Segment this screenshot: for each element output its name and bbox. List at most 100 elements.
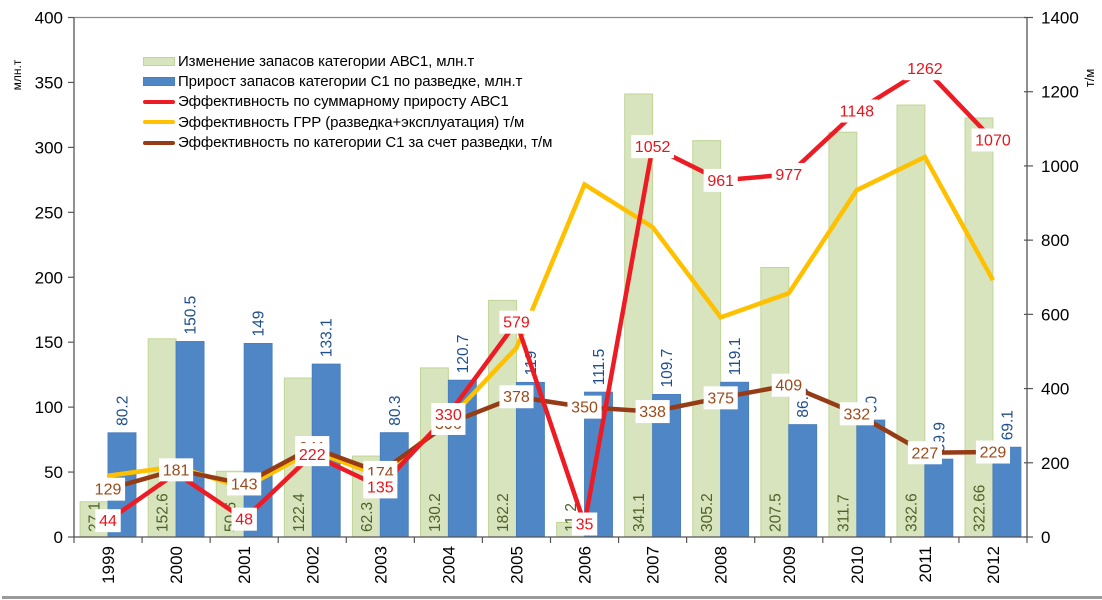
bar-abc1_change-2000 (147, 338, 177, 538)
bar-c1_growth-2009 (788, 424, 818, 538)
line-label-box-eff_total-2012 (971, 128, 1015, 152)
line-label-eff_total-2007: 1052 (635, 139, 671, 156)
line-label-box-eff_total-2010 (835, 99, 879, 123)
line-label-box-eff_total-2004 (431, 403, 466, 427)
x-axis-category-label: 2002 (303, 546, 322, 584)
legend: Изменение запасов категории АВС1, млн.т … (143, 51, 552, 153)
bar-label-abc1_change-2009: 207.5 (767, 493, 784, 532)
x-axis-category-label: 1999 (99, 546, 118, 584)
line-label-eff_total-2006: 35 (576, 517, 594, 534)
line-label-eff_c1-2000: 181 (163, 462, 190, 479)
bar-abc1_change-2008 (692, 140, 722, 538)
line-label-box-eff_total-2006 (571, 512, 598, 536)
bar-c1_growth-2011 (924, 458, 954, 538)
bar-label-abc1_change-2007: 341.1 (631, 493, 648, 532)
bar-label-c1_growth-2003: 80.3 (387, 396, 404, 426)
x-axis-category-label: 2012 (984, 546, 1003, 584)
line-label-box-eff_total-2005 (499, 310, 534, 334)
x-axis-category-label: 2001 (235, 546, 254, 584)
axes: 0 50 100 150 200 250 300 350 400 0 200 400 600 800 100… (10, 9, 1097, 584)
bar-label-abc1_change-2005: 182.2 (495, 493, 512, 532)
bar-abc1_change-2009 (760, 267, 790, 538)
page-bottom-rule (2, 596, 1102, 599)
line-label-eff_total-2008: 961 (707, 173, 734, 190)
line-label-eff_c1-2012: 229 (980, 445, 1007, 462)
bar-label-c1_growth-2008: 119.1 (727, 338, 744, 376)
line-label-eff_c1-1999: 129 (95, 482, 122, 499)
legend-item-abc1-change: Изменение запасов категории АВС1, млн.т (143, 51, 552, 71)
bar-label-abc1_change-2004: 130.2 (427, 493, 444, 532)
left-axis-tick-label: 350 (35, 73, 63, 92)
bar-label-c1_growth-2012: 69.1 (999, 410, 1016, 440)
bar-label-abc1_change-2003: 62.3 (359, 502, 376, 532)
right-axis-tick-label: 200 (1041, 454, 1069, 473)
x-axis-category-label: 2000 (167, 546, 186, 584)
line-data-labels: 1291811432411743063783503383754093322272… (90, 57, 1015, 536)
line-label-eff_total-2002: 222 (299, 447, 326, 464)
line-label-eff_total-2004: 330 (435, 407, 462, 424)
x-axis-category-label: 2005 (507, 546, 526, 584)
line-label-eff_total-2009: 977 (775, 167, 802, 184)
line-label-eff_c1-2007: 338 (639, 404, 666, 421)
line-label-box-eff_c1-2005 (499, 385, 534, 409)
legend-swatch-blue-bar (143, 77, 175, 87)
line-label-eff_total-2003: 135 (367, 479, 394, 496)
line-label-eff_c1-2006: 350 (571, 400, 598, 417)
line-label-box-eff_c1-2012 (975, 440, 1011, 464)
bar-label-abc1_change-2012: 322.66 (972, 485, 989, 532)
left-axis-tick-label: 250 (35, 203, 63, 222)
bar-label-c1_growth-2006: 111.5 (591, 349, 608, 386)
line-label-box-eff_c1-2011 (907, 441, 942, 465)
line-label-box-eff_c1-2007 (635, 400, 670, 424)
bar-label-c1_growth-2000: 150.5 (183, 296, 200, 335)
x-axis-category-label: 2011 (916, 546, 935, 583)
bar-abc1_change-2011 (896, 104, 926, 538)
legend-label: Прирост запасов категории С1 по разведке… (178, 73, 523, 91)
left-axis-tick-label: 200 (35, 268, 63, 287)
legend-label: Эффективность по суммарному приросту АВС… (178, 93, 509, 111)
legend-swatch-green-bar (143, 56, 175, 66)
legend-swatch-gold-line (143, 120, 175, 125)
bar-label-c1_growth-2002: 133.1 (319, 318, 336, 357)
line-label-eff_c1-2009: 409 (775, 378, 802, 395)
bar-label-abc1_change-2011: 332.6 (903, 493, 920, 532)
bar-label-c1_growth-2004: 120.7 (455, 334, 472, 373)
line-label-eff_total-2010: 1148 (840, 104, 875, 121)
line-label-box-eff_c1-2006 (567, 395, 602, 419)
legend-label: Эффективность ГРР (разведка+эксплуатация… (178, 113, 525, 131)
line-label-eff_total-2005: 579 (503, 315, 530, 332)
line-label-box-eff_total-2011 (903, 57, 947, 81)
x-axis-category-label: 2006 (576, 546, 595, 584)
bar-label-c1_growth-2001: 149 (251, 311, 268, 337)
line-label-box-eff_c1-2010 (839, 402, 874, 426)
bar-label-c1_growth-2007: 109.7 (659, 349, 676, 388)
line-label-box-eff_total-2007 (631, 135, 675, 159)
line-label-eff_c1-2008: 375 (707, 390, 734, 407)
bar-label-c1_growth-1999: 80.2 (114, 396, 131, 426)
line-label-box-eff_total-2003 (363, 475, 398, 499)
right-axis-tick-label: 0 (1041, 528, 1050, 547)
right-axis-tick-label: 1200 (1041, 83, 1079, 102)
bar-label-abc1_change-2002: 122.4 (291, 493, 308, 532)
line-label-box-eff_total-2002 (295, 443, 330, 467)
line-label-eff_total-1999: 44 (99, 513, 117, 530)
line-label-eff_c1-2005: 378 (503, 389, 530, 406)
bar-label-abc1_change-2000: 152.6 (155, 493, 172, 532)
legend-item-eff-grr: Эффективность ГРР (разведка+эксплуатация… (143, 112, 552, 132)
line-label-eff_total-2001: 48 (235, 512, 253, 529)
legend-item-eff-c1: Эффективность по категории С1 за счет ра… (143, 133, 552, 153)
line-label-box-eff_c1-2000 (159, 458, 194, 482)
line-label-box-eff_total-2001 (231, 507, 257, 531)
legend-swatch-brown-line (143, 140, 175, 145)
right-axis-tick-label: 1400 (1041, 9, 1079, 28)
x-axis-category-label: 2007 (644, 546, 663, 584)
x-axis-category-label: 2010 (848, 546, 867, 584)
x-axis-category-label: 2003 (371, 546, 390, 584)
left-axis-tick-label: 300 (35, 138, 63, 157)
bar-label-abc1_change-2008: 305.2 (699, 493, 716, 532)
legend-item-c1-growth: Прирост запасов категории С1 по разведке… (143, 71, 552, 91)
line-label-box-eff_c1-1999 (90, 477, 126, 501)
x-axis-category-label: 2004 (439, 546, 458, 584)
line-label-box-eff_total-2009 (771, 162, 806, 186)
legend-label: Эффективность по категории С1 за счет ра… (178, 134, 553, 152)
